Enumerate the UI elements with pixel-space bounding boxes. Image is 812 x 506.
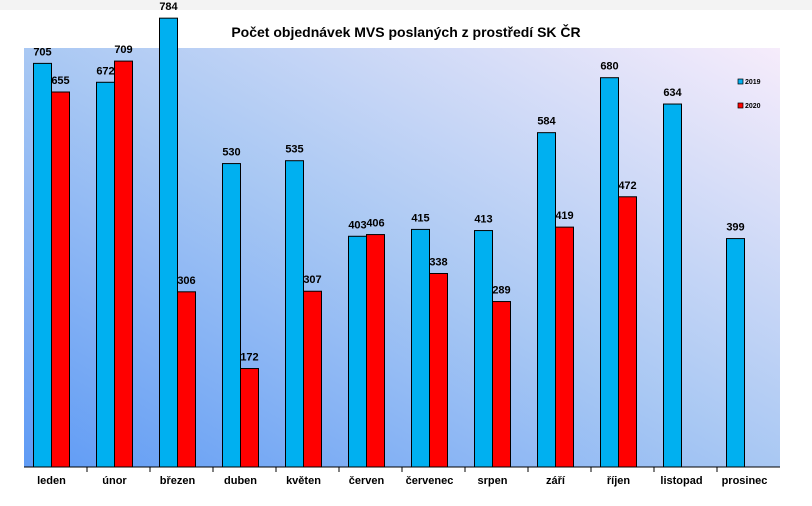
data-label-2019-3: 530 xyxy=(222,147,240,159)
bar-2020-7 xyxy=(492,301,511,468)
x-tick-label-11: prosinec xyxy=(722,475,768,487)
x-tick-label-10: listopad xyxy=(660,475,702,487)
x-tick-label-1: únor xyxy=(102,475,127,487)
bar-2020-1 xyxy=(114,60,133,468)
data-label-2019-1: 672 xyxy=(96,65,114,77)
x-tick-label-6: červenec xyxy=(406,475,454,487)
bar-2020-0 xyxy=(51,91,70,468)
data-label-2020-4: 307 xyxy=(303,274,321,286)
plot-area xyxy=(24,48,780,467)
x-tick-label-7: srpen xyxy=(478,475,508,487)
x-tick-label-4: květen xyxy=(286,475,321,487)
data-label-2020-7: 289 xyxy=(492,285,510,297)
data-label-2019-11: 399 xyxy=(726,222,744,234)
x-tick-label-5: červen xyxy=(349,475,385,487)
bar-2020-4 xyxy=(303,290,322,468)
chart-title: Počet objednávek MVS poslaných z prostře… xyxy=(231,24,581,40)
data-label-2020-9: 472 xyxy=(618,180,636,192)
legend-swatch-2019 xyxy=(737,78,744,85)
bar-2019-4 xyxy=(285,160,304,468)
bar-2019-3 xyxy=(222,163,241,468)
bar-2019-7 xyxy=(474,230,493,468)
data-label-2020-3: 172 xyxy=(240,352,258,364)
bar-2019-5 xyxy=(348,235,367,468)
bar-2020-2 xyxy=(177,291,196,468)
x-tick-label-8: září xyxy=(546,475,566,487)
data-label-2019-0: 705 xyxy=(33,46,51,58)
data-label-2019-7: 413 xyxy=(474,214,492,226)
bar-2019-1 xyxy=(96,81,115,468)
bar-2020-5 xyxy=(366,234,385,468)
data-label-2020-5: 406 xyxy=(366,218,384,230)
data-label-2020-6: 338 xyxy=(429,256,447,268)
x-tick-label-0: leden xyxy=(37,475,66,487)
bar-2019-10 xyxy=(663,103,682,468)
bar-2019-9 xyxy=(600,77,619,468)
bar-2020-8 xyxy=(555,226,574,468)
data-label-2020-2: 306 xyxy=(177,275,195,287)
data-label-2019-5: 403 xyxy=(348,219,366,231)
x-tick-label-9: říjen xyxy=(607,475,631,487)
legend: 2019 2020 xyxy=(737,78,761,110)
data-label-2020-0: 655 xyxy=(51,75,69,87)
bar-2019-11 xyxy=(726,238,745,468)
data-label-2020-1: 709 xyxy=(114,44,132,56)
data-label-2019-6: 415 xyxy=(411,212,429,224)
data-label-2019-2: 784 xyxy=(159,1,178,13)
data-label-2019-9: 680 xyxy=(600,61,618,73)
data-label-2019-8: 584 xyxy=(537,116,556,128)
bar-2020-6 xyxy=(429,272,448,468)
x-tick-label-2: březen xyxy=(160,475,196,487)
bar-2020-3 xyxy=(240,368,259,468)
data-label-2019-4: 535 xyxy=(285,144,303,156)
bar-2019-8 xyxy=(537,132,556,468)
x-tick-label-3: duben xyxy=(224,475,257,487)
bar-2020-9 xyxy=(618,196,637,468)
bar-2019-0 xyxy=(33,62,52,468)
bar-2019-6 xyxy=(411,228,430,468)
top-band xyxy=(0,0,812,10)
data-label-2020-8: 419 xyxy=(555,210,573,222)
legend-label-2020: 2020 xyxy=(745,103,761,110)
data-label-2019-10: 634 xyxy=(663,87,682,99)
legend-label-2019: 2019 xyxy=(745,79,761,86)
bar-2019-2 xyxy=(159,17,178,468)
legend-swatch-2020 xyxy=(737,102,744,109)
